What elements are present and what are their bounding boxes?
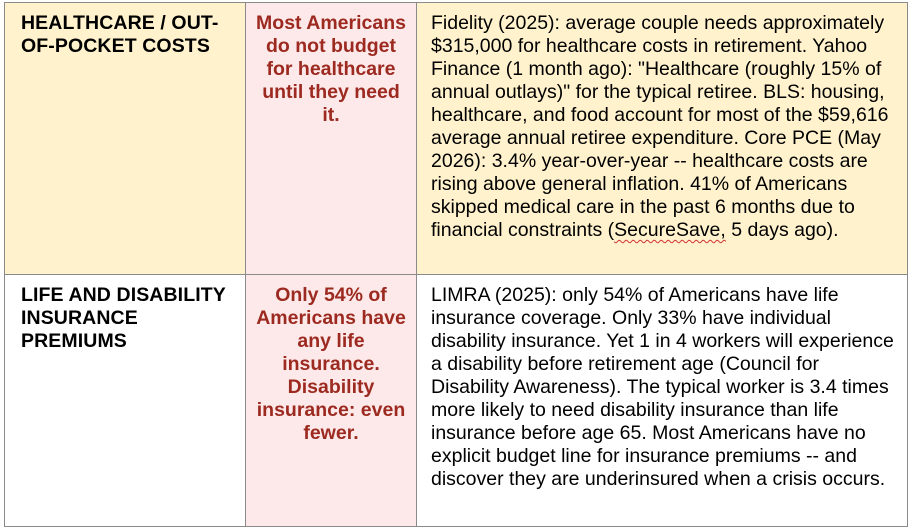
detail-text: Fidelity (2025): average couple needs ap… [431, 12, 889, 241]
key-point-text: Only 54% of Americans have any life insu… [256, 284, 406, 444]
key-point-cell: Most Americans do not budget for healthc… [245, 2, 417, 275]
document-table: HEALTHCARE / OUT-OF-POCKET COSTS Most Am… [4, 2, 908, 527]
table-row: LIFE AND DISABILITY INSURANCE PREMIUMS O… [4, 274, 908, 527]
detail-text: LIMRA (2025): only 54% of Americans have… [431, 284, 894, 490]
table-row: HEALTHCARE / OUT-OF-POCKET COSTS Most Am… [4, 2, 908, 275]
key-point-text: Most Americans do not budget for healthc… [256, 12, 406, 126]
topic-cell: HEALTHCARE / OUT-OF-POCKET COSTS [4, 2, 246, 275]
detail-text-end: 5 days ago). [725, 219, 839, 241]
detail-cell: Fidelity (2025): average couple needs ap… [416, 2, 908, 275]
spellcheck-flagged-word[interactable]: SecureSave, [614, 219, 726, 241]
key-point-cell: Only 54% of Americans have any life insu… [245, 274, 417, 527]
detail-cell: LIMRA (2025): only 54% of Americans have… [416, 274, 908, 527]
topic-cell: LIFE AND DISABILITY INSURANCE PREMIUMS [4, 274, 246, 527]
topic-text: LIFE AND DISABILITY INSURANCE PREMIUMS [21, 284, 226, 352]
topic-text: HEALTHCARE / OUT-OF-POCKET COSTS [21, 12, 219, 57]
